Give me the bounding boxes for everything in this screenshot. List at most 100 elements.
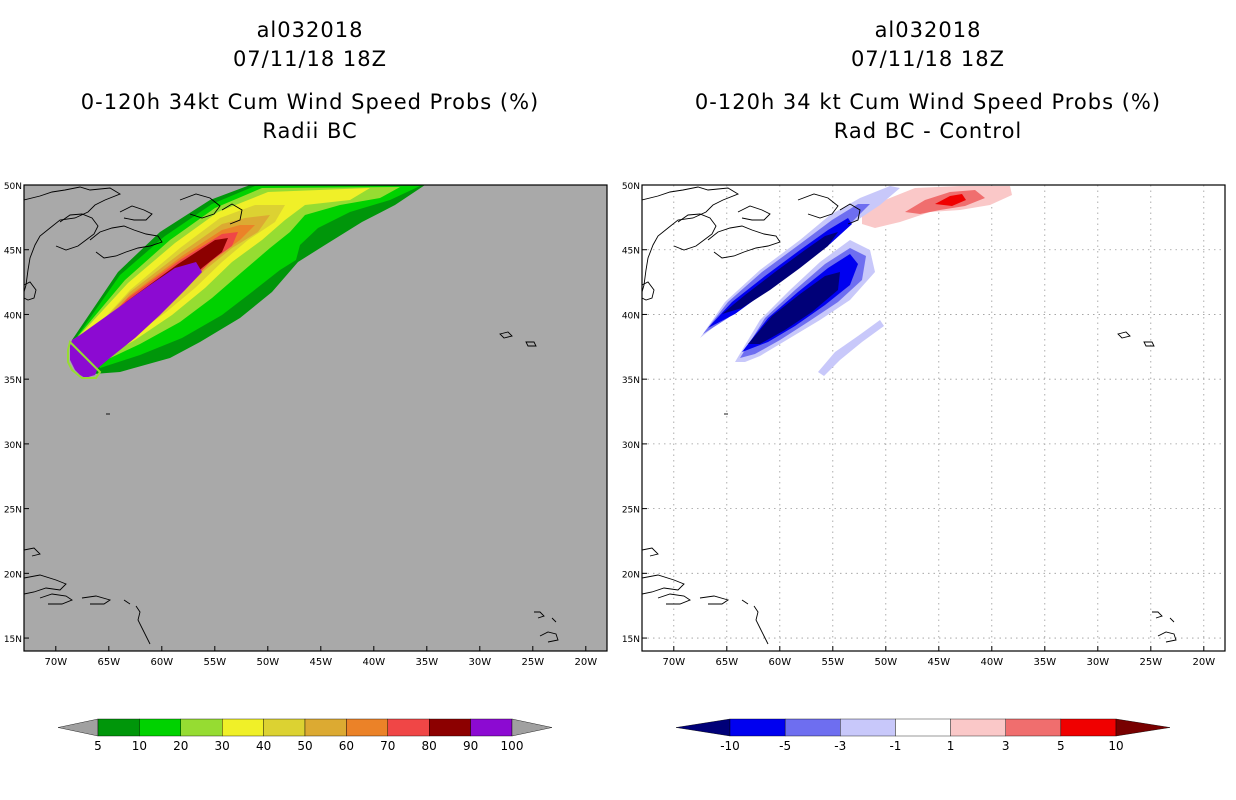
left-legend: 5 10 20 30 40 50 60 70 80 90 100 [57, 718, 553, 753]
legend-color-cell [180, 718, 223, 737]
legend-arrow-high [1115, 718, 1171, 737]
lon-tick-label: 20W [574, 657, 597, 668]
diff-contour-neg-10-north [722, 232, 838, 314]
lon-tick-label: 65W [715, 657, 738, 668]
legend-label: 100 [501, 739, 524, 753]
lat-tick-label: 40N [4, 311, 22, 321]
legend-label: 1 [947, 739, 955, 753]
legend-label: -3 [834, 739, 846, 753]
left-subtitle: Radii BC [262, 119, 358, 143]
lon-tick-label: 60W [150, 657, 173, 668]
legend-color-cell [221, 718, 264, 737]
lon-tick-label: 50W [256, 657, 279, 668]
lat-tick-label: 45N [622, 247, 640, 257]
lat-tick-label: 50N [4, 182, 22, 192]
legend-label: -10 [720, 739, 740, 753]
lon-tick-label: 65W [97, 657, 120, 668]
lat-tick-label: 30N [4, 441, 22, 451]
prob-contour-100 [70, 262, 202, 378]
legend-label: 5 [94, 739, 102, 753]
lat-tick-label: 30N [622, 441, 640, 451]
lon-tick-label: 30W [1086, 657, 1109, 668]
right-gridlines [642, 184, 1225, 651]
legend-label: 10 [1108, 739, 1123, 753]
lon-tick-label: 30W [468, 657, 491, 668]
lat-tick-label: 45N [4, 247, 22, 257]
left-title-block: al032018 07/11/18 18Z 0-120h 34kt Cum Wi… [30, 16, 590, 146]
lat-tick-label: 15N [4, 635, 22, 645]
legend-label: 10 [132, 739, 147, 753]
prob-swath-edge [67, 340, 102, 379]
right-map: 70W 65W 60W 55W 50W 45W 40W 35W 30W 25W 20W 15N 20N 2… [622, 182, 1226, 668]
right-axes: 70W 65W 60W 55W 50W 45W 40W 35W 30W 25W 20W 15N 20N 2… [622, 182, 1215, 668]
legend-color-cell [895, 718, 951, 737]
lon-tick-label: 40W [362, 657, 385, 668]
left-storm-id: al032018 [256, 18, 364, 42]
lat-tick-label: 50N [622, 182, 640, 192]
legend-label: 50 [297, 739, 312, 753]
right-product-title: 0-120h 34 kt Cum Wind Speed Probs (%) [694, 90, 1162, 114]
right-difference-field [700, 186, 1012, 376]
legend-color-cell [346, 718, 388, 737]
legend-label: 3 [1002, 739, 1010, 753]
lat-tick-label: 20N [622, 570, 640, 580]
legend-label: 70 [380, 739, 395, 753]
legend-color-cell [263, 718, 306, 737]
lat-tick-label: 35N [622, 376, 640, 386]
legend-color-cell [470, 718, 513, 737]
right-subtitle: Rad BC - Control [833, 119, 1023, 143]
legend-arrow-low [675, 718, 731, 737]
lon-tick-label: 40W [980, 657, 1003, 668]
legend-label: 80 [422, 739, 437, 753]
right-title-block: al032018 07/11/18 18Z 0-120h 34 kt Cum W… [648, 16, 1208, 146]
lon-tick-label: 25W [521, 657, 544, 668]
lat-tick-label: 35N [4, 376, 22, 386]
left-map-background [24, 185, 607, 651]
lon-tick-label: 50W [874, 657, 897, 668]
legend-label: 90 [463, 739, 478, 753]
legend-label: 5 [1057, 739, 1065, 753]
lon-tick-label: 35W [1033, 657, 1056, 668]
legend-color-cell [429, 718, 471, 737]
legend-label: -1 [889, 739, 901, 753]
legend-color-cell [139, 718, 181, 737]
legend-label: 30 [215, 739, 230, 753]
right-map-background [642, 185, 1225, 651]
left-axes: 70W 65W 60W 55W 50W 45W 40W 35W 30W 25W 20W 15N 20N 2… [4, 182, 597, 668]
lon-tick-label: 25W [1139, 657, 1162, 668]
diff-contour-neg-10-south [748, 272, 840, 344]
left-product-title: 0-120h 34kt Cum Wind Speed Probs (%) [80, 90, 540, 114]
right-storm-id: al032018 [874, 18, 982, 42]
lon-tick-label: 55W [203, 657, 226, 668]
lon-tick-label: 45W [927, 657, 950, 668]
legend-color-cell [1060, 718, 1117, 737]
left-datetime: 07/11/18 18Z [232, 47, 388, 71]
lat-tick-label: 25N [4, 506, 22, 516]
lon-tick-label: 45W [309, 657, 332, 668]
legend-color-cell [950, 718, 1006, 737]
left-coastlines [24, 186, 559, 645]
lat-tick-label: 40N [622, 311, 640, 321]
right-datetime: 07/11/18 18Z [850, 47, 1006, 71]
legend-arrow-high [511, 718, 553, 737]
left-map-frame [23, 184, 608, 652]
legend-color-cell [1005, 718, 1062, 737]
lon-tick-label: 20W [1192, 657, 1215, 668]
right-map-frame [641, 184, 1226, 652]
lat-tick-label: 15N [622, 635, 640, 645]
lat-tick-label: 20N [4, 570, 22, 580]
lon-tick-label: 55W [821, 657, 844, 668]
legend-arrow-low [57, 718, 99, 737]
legend-color-cell [387, 718, 430, 737]
right-legend: -10 -5 -3 -1 1 3 5 10 [675, 718, 1171, 753]
left-probability-swath [67, 185, 425, 379]
legend-label: 60 [339, 739, 354, 753]
lon-tick-label: 70W [44, 657, 67, 668]
legend-color-cell [97, 718, 140, 737]
diff-contour-neg-1-patch [818, 320, 884, 376]
legend-color-cell [784, 718, 841, 737]
lat-tick-label: 25N [622, 506, 640, 516]
legend-label: -5 [779, 739, 791, 753]
legend-label: 20 [173, 739, 188, 753]
